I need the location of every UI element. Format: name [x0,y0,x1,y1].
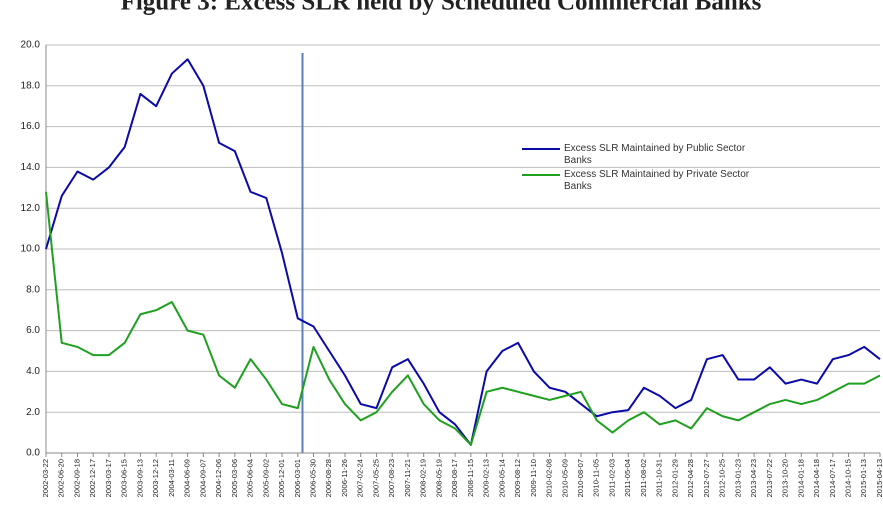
x-tick-label: 2009-11-10 [529,459,538,497]
x-tick-label: 2013-04-23 [749,459,758,497]
x-tick-label: 2014-07-17 [828,459,837,497]
legend-swatch [522,148,560,150]
x-tick-label: 2009-08-12 [513,459,522,497]
x-tick-label: 2010-08-07 [576,459,585,497]
x-tick-label: 2008-02-19 [419,459,428,497]
x-tick-label: 2003-06-15 [120,459,129,497]
y-tick-label: 12.0 [21,203,41,214]
x-tick-label: 2006-03-01 [293,459,302,497]
y-tick-label: 6.0 [26,325,40,336]
x-tick-label: 2007-08-23 [387,459,396,497]
legend-item: Excess SLR Maintained by Public Sector B… [522,143,762,167]
y-tick-label: 2.0 [26,407,40,418]
y-tick-label: 10.0 [21,244,41,255]
legend-swatch [522,174,560,176]
x-tick-label: 2010-02-08 [545,459,554,497]
x-tick-label: 2002-09-18 [72,459,81,497]
x-tick-label: 2005-12-01 [277,459,286,497]
x-tick-label: 2015-01-13 [859,459,868,497]
x-tick-label: 2007-02-24 [356,459,365,497]
legend-label: Excess SLR Maintained by Public Sector B… [564,143,746,166]
y-tick-label: 16.0 [21,121,41,132]
x-tick-label: 2005-06-04 [246,459,255,497]
x-tick-label: 2008-05-19 [434,459,443,497]
x-tick-label: 2004-03-11 [167,459,176,497]
x-tick-label: 2012-04-28 [686,459,695,497]
x-tick-label: 2002-12-17 [88,459,97,497]
y-tick-label: 18.0 [21,80,41,91]
x-tick-label: 2005-09-02 [261,459,270,497]
x-tick-label: 2008-08-17 [450,459,459,497]
x-tick-label: 2004-06-09 [183,459,192,497]
x-tick-label: 2007-05-25 [371,459,380,497]
x-tick-label: 2002-03-22 [41,459,50,497]
x-tick-label: 2009-02-13 [482,459,491,497]
x-tick-label: 2002-06-20 [57,459,66,497]
x-tick-label: 2003-03-17 [104,459,113,497]
x-tick-label: 2015-04-13 [875,459,883,497]
series-line [45,58,881,446]
x-tick-label: 2009-05-14 [497,459,506,497]
x-tick-label: 2013-10-20 [781,459,790,497]
x-tick-label: 2012-10-25 [718,459,727,497]
x-tick-label: 2006-08-28 [324,459,333,497]
y-tick-label: 0.0 [26,448,40,459]
x-tick-label: 2011-05-04 [623,459,632,497]
x-tick-label: 2008-11-15 [466,459,475,497]
y-tick-label: 20.0 [21,40,41,51]
x-tick-label: 2011-08-02 [639,459,648,497]
x-tick-label: 2005-03-06 [230,459,239,497]
x-tick-label: 2014-01-18 [796,459,805,497]
y-tick-label: 14.0 [21,162,41,173]
x-tick-label: 2010-05-09 [560,459,569,497]
x-tick-label: 2006-05-30 [308,459,317,497]
legend-label: Excess SLR Maintained by Private Sector … [564,169,750,192]
x-tick-label: 2010-11-05 [592,459,601,497]
x-tick-label: 2003-09-13 [135,459,144,497]
chart-title: Figure 3: Excess SLR held by Scheduled C… [121,0,762,16]
x-tick-label: 2003-12-12 [151,459,160,497]
x-tick-label: 2011-10-31 [655,459,664,497]
x-tick-label: 2012-07-27 [702,459,711,497]
x-tick-label: 2013-01-23 [733,459,742,497]
x-tick-label: 2012-01-29 [670,459,679,497]
x-tick-label: 2014-04-18 [812,459,821,497]
y-tick-label: 4.0 [26,366,40,377]
x-tick-label: 2014-10-15 [844,459,853,497]
x-tick-label: 2011-02-03 [607,459,616,497]
x-tick-label: 2004-12-06 [214,459,223,497]
x-tick-label: 2013-07-22 [765,459,774,497]
y-tick-label: 8.0 [26,284,40,295]
legend: Excess SLR Maintained by Public Sector B… [522,143,762,195]
x-tick-label: 2004-09-07 [198,459,207,497]
x-tick-label: 2006-11-26 [340,459,349,497]
legend-item: Excess SLR Maintained by Private Sector … [522,169,762,193]
series-line [45,191,881,446]
x-tick-label: 2007-11-21 [403,459,412,497]
